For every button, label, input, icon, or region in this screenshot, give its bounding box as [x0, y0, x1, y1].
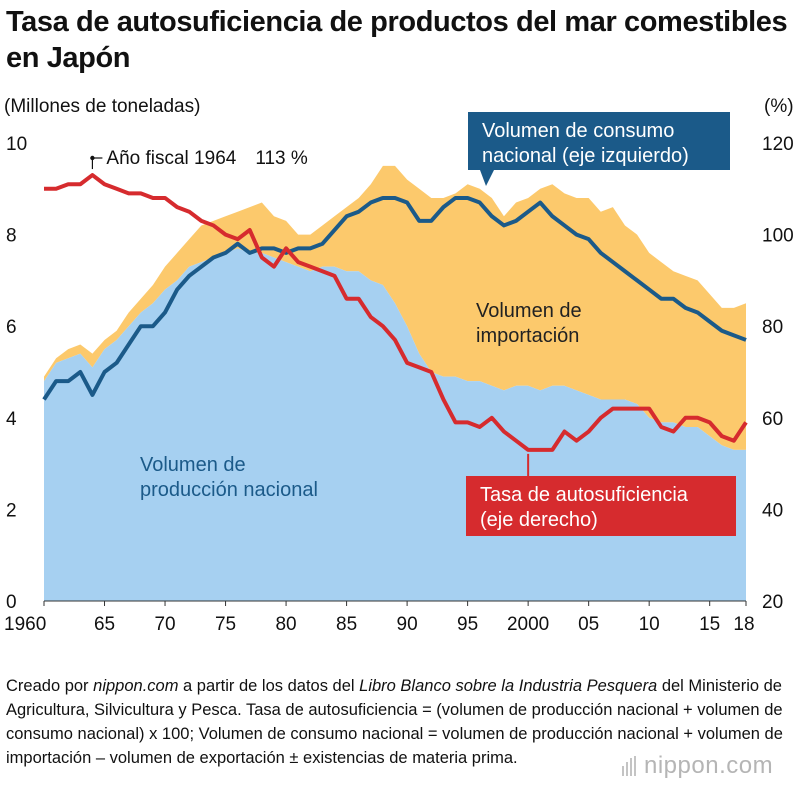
consumption-callout-box: [468, 112, 730, 170]
production-area-label: Volumen de: [140, 454, 246, 476]
rate-callout-text: Tasa de autosuficiencia: [480, 484, 689, 506]
right-tick-label: 40: [762, 500, 783, 521]
logo-bars-icon: [622, 755, 638, 783]
consumption-callout-text: Volumen de consumo: [482, 120, 674, 142]
left-tick-label: 10: [6, 134, 27, 155]
left-tick-label: 2: [6, 500, 17, 521]
x-tick-label: 65: [94, 614, 115, 635]
logo-text: nippon.com: [644, 752, 774, 779]
left-tick-label: 8: [6, 226, 17, 247]
import-area-label: importación: [476, 325, 579, 347]
left-tick-label: 4: [6, 409, 17, 430]
x-tick-label: 70: [154, 614, 175, 635]
rate-callout-text: (eje derecho): [480, 509, 598, 531]
note-source-doc: Libro Blanco sobre la Industria Pesquera: [359, 677, 658, 695]
right-tick-label: 80: [762, 317, 783, 338]
peak-marker: [90, 155, 95, 161]
right-tick-label: 20: [762, 592, 783, 613]
right-tick-label: 100: [762, 226, 794, 247]
x-tick-label: 95: [457, 614, 478, 635]
left-axis-unit: (Millones de toneladas): [4, 96, 201, 117]
left-tick-label: 0: [6, 592, 17, 613]
x-tick-label: 05: [578, 614, 599, 635]
import-area-label: Volumen de: [476, 300, 582, 322]
x-tick-label: 85: [336, 614, 357, 635]
chart-title: Tasa de autosuficiencia de productos del…: [6, 6, 788, 74]
consumption-callout-pointer: [480, 170, 494, 186]
left-tick-label: 6: [6, 317, 17, 338]
x-tick-label: 80: [275, 614, 296, 635]
chart-canvas: 0 2 4 6 8 10 20 40 60 80 100 120 1960 65 70 75 80 85 90 95 2…: [4, 112, 794, 635]
note-source-site: nippon.com: [93, 677, 179, 695]
x-tick-label: 15: [699, 614, 720, 635]
right-tick-label: 60: [762, 409, 783, 430]
note-middle: a partir de los datos del: [178, 677, 360, 695]
source-note: Creado por nippon.com a partir de los da…: [6, 674, 806, 770]
x-tick-label: 75: [215, 614, 236, 635]
consumption-callout-text: nacional (eje izquierdo): [482, 145, 689, 167]
import-volume-area: [44, 165, 746, 450]
x-tick-label: 2000: [507, 614, 549, 635]
note-prefix: Creado por: [6, 677, 94, 695]
nippon-logo: nippon.com: [622, 752, 773, 783]
self-sufficiency-line: [44, 173, 748, 452]
x-tick-label: 90: [397, 614, 418, 635]
right-tick-label: 120: [762, 134, 794, 155]
x-tick-label: 18: [733, 614, 754, 635]
note-rest: del Ministerio de Agricultura, Silvicult…: [6, 677, 788, 767]
x-tick-label: 1960: [4, 614, 46, 635]
consumption-line: [42, 195, 747, 401]
production-area-label: producción nacional: [140, 479, 318, 501]
peak-annotation: Año fiscal 1964 113 %: [106, 148, 307, 169]
rate-callout-box: [466, 476, 736, 536]
x-tick-label: 10: [639, 614, 660, 635]
right-axis-unit: (%): [764, 96, 794, 117]
